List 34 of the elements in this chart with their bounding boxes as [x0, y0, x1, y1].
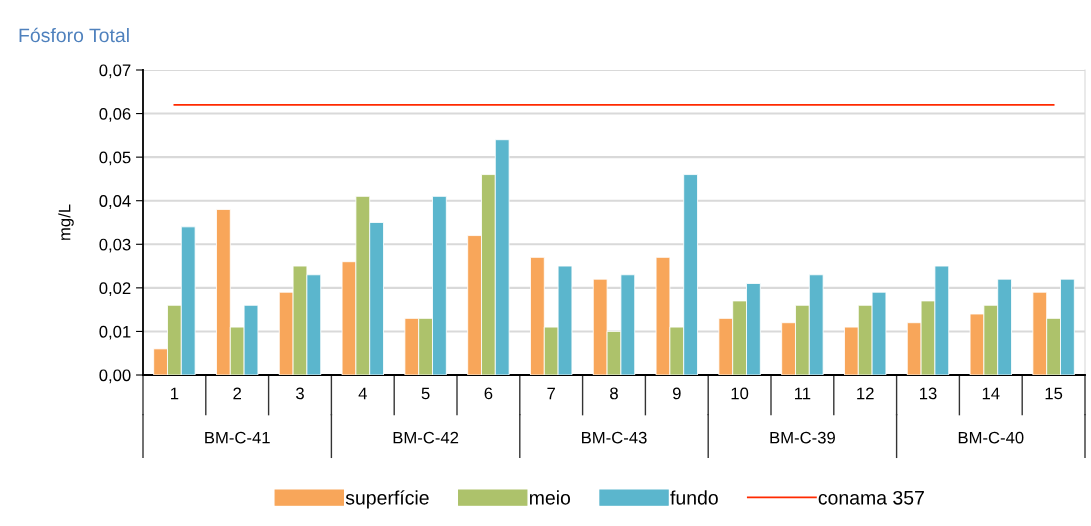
- text: BM-C-39: [770, 431, 835, 444]
- x-tick-label: 11: [795, 387, 811, 400]
- x-tick-label: 9: [672, 387, 681, 400]
- y-tick-label: 0,05: [99, 151, 131, 166]
- x-tick-label: 1: [171, 387, 179, 400]
- legend-label: superfície: [345, 490, 429, 509]
- x-tick-label: 2: [233, 387, 241, 400]
- x-tick-label: 15: [1045, 387, 1063, 400]
- x-tick-label: 12: [857, 387, 874, 400]
- x-tick-label: 4: [358, 387, 367, 400]
- y-tick-label: 0,03: [99, 238, 131, 253]
- y-tick-label: 0,01: [99, 325, 131, 340]
- y-tick-label: 0,06: [99, 107, 131, 122]
- x-tick-label: 6: [484, 387, 493, 400]
- y-tick-label: 0,02: [99, 282, 131, 297]
- x-tick-label: 7: [547, 387, 555, 400]
- chart-title: Fósforo Total: [19, 27, 129, 43]
- x-tick-label: 3: [296, 387, 304, 400]
- text: BM-C-43: [582, 431, 647, 444]
- text: BM-C-40: [958, 431, 1024, 444]
- y-tick-label: 0,00: [99, 369, 131, 384]
- x-tick-label: 14: [982, 387, 1000, 400]
- y-axis-title: mg/L: [58, 204, 74, 240]
- text: BM-C-41: [205, 431, 270, 444]
- text: BM-C-42: [393, 431, 459, 444]
- legend-label: conama 357: [818, 490, 924, 505]
- legend-label: meio: [530, 490, 571, 505]
- x-tick-label: 8: [610, 387, 618, 400]
- x-tick-label: 13: [920, 387, 937, 400]
- y-tick-label: 0,07: [99, 64, 131, 79]
- x-tick-label: 10: [731, 387, 749, 400]
- legend-label: fundo: [670, 490, 718, 505]
- y-tick-label: 0,04: [99, 195, 131, 209]
- x-tick-label: 5: [421, 387, 430, 400]
